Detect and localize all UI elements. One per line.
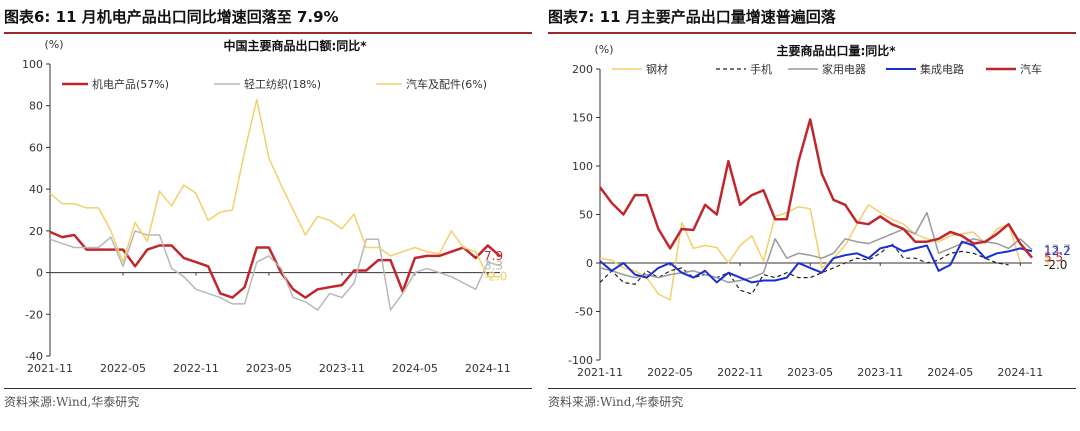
bottom-rule	[548, 388, 1076, 389]
legend-label-0: 钢材	[646, 62, 668, 76]
x-tick-label: 2022-05	[647, 366, 693, 379]
x-tick-label: 2023-05	[787, 366, 833, 379]
title-rule	[4, 32, 532, 34]
x-tick-label: 2022-11	[173, 362, 219, 375]
y-tick-label: 100	[572, 160, 593, 173]
legend-label-1: 轻工纺织(18%)	[244, 77, 321, 91]
y-tick-label: 200	[572, 63, 593, 76]
y-tick-label: 0	[36, 267, 43, 280]
x-tick-label: 2022-11	[717, 366, 763, 379]
source-note: 资料来源:Wind,华泰研究	[548, 395, 684, 409]
x-tick-label: 2024-05	[927, 366, 973, 379]
legend-label-0: 机电产品(57%)	[92, 77, 169, 91]
legend-label-4: 汽车	[1020, 62, 1042, 76]
end-value-label-3: 12.2	[1044, 244, 1071, 258]
x-tick-label: 2024-11	[997, 366, 1043, 379]
figure-title: 图表7: 11 月主要产品出口量增速普遍回落	[548, 8, 836, 26]
legend-label-1: 手机	[750, 62, 772, 76]
y-tick-label: 40	[29, 183, 43, 196]
x-tick-label: 2021-11	[577, 366, 623, 379]
y-tick-label: 80	[29, 100, 43, 113]
series-line-3	[599, 240, 1033, 284]
y-tick-label: -50	[575, 306, 593, 319]
chart-panel-exports-volume: 图表7: 11 月主要产品出口量增速普遍回落 (%) 主要商品出口量:同比* -10…	[548, 0, 1076, 431]
end-value-label-4: 5.5	[1044, 251, 1063, 265]
y-tick-label: 0	[586, 257, 593, 270]
series-line-2	[599, 211, 1033, 284]
end-value-label-2: 13.7	[1044, 243, 1071, 257]
chart-panel-exports-value: 图表6: 11 月机电产品出口同比增速回落至 7.9% (%) 中国主要商品出口额…	[4, 0, 532, 431]
y-unit-label: (%)	[594, 43, 613, 56]
x-tick-label: 2023-11	[319, 362, 365, 375]
bottom-rule	[4, 388, 532, 389]
series-line-2	[49, 98, 500, 278]
figure-title: 图表6: 11 月机电产品出口同比增速回落至 7.9%	[4, 8, 339, 26]
title-rule	[548, 32, 1076, 34]
legend-label-2: 家用电器	[822, 62, 866, 76]
x-tick-label: 2023-11	[857, 366, 903, 379]
series-line-0	[49, 230, 501, 299]
x-tick-label: 2024-11	[465, 362, 511, 375]
series-line-4	[599, 118, 1033, 259]
y-unit-label: (%)	[44, 38, 63, 51]
end-value-label-0: 7.9	[484, 249, 503, 263]
x-tick-label: 2021-11	[27, 362, 73, 375]
chart-exports-value: (%) 中国主要商品出口额:同比* -40 -20 0 20 40 60 80 100 2021-1…	[22, 38, 511, 375]
y-tick-label: 60	[29, 141, 43, 154]
end-value-label-1: 3.3	[484, 259, 503, 273]
series-line-1	[599, 243, 1009, 295]
x-tick-label: 2024-05	[392, 362, 438, 375]
y-tick-label: 20	[29, 225, 43, 238]
series-line-0	[599, 204, 1022, 301]
series-line-1	[49, 230, 501, 311]
y-tick-label: 100	[22, 58, 43, 71]
legend-label-2: 汽车及配件(6%)	[406, 77, 487, 91]
legend-label-3: 集成电路	[920, 62, 964, 76]
end-value-label-1: -2.0	[1044, 258, 1067, 272]
end-value-label-0: 1...	[1044, 255, 1063, 269]
y-tick-label: -40	[25, 350, 43, 363]
x-tick-label: 2022-05	[100, 362, 146, 375]
y-tick-label: -100	[568, 354, 593, 367]
y-tick-label: -20	[25, 308, 43, 321]
y-tick-label: 50	[579, 209, 593, 222]
end-value-label-2: -2.0	[484, 270, 507, 284]
source-note: 资料来源:Wind,华泰研究	[4, 395, 140, 409]
chart-title: 主要商品出口量:同比*	[776, 43, 896, 58]
chart-exports-volume: (%) 主要商品出口量:同比* -100 -50 0 50 100 150 200 2021-11…	[568, 43, 1071, 379]
x-tick-label: 2023-05	[246, 362, 292, 375]
chart-title: 中国主要商品出口额:同比*	[223, 38, 367, 53]
y-tick-label: 150	[572, 112, 593, 125]
